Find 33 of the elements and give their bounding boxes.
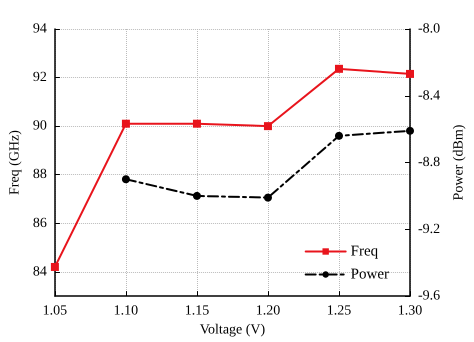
point <box>122 175 130 184</box>
y2-tick-label: -8.0 <box>418 22 440 36</box>
point <box>334 132 343 140</box>
point <box>122 120 130 128</box>
legend-label: Power <box>350 266 390 282</box>
y-tick-label: 88 <box>32 167 47 182</box>
y2-axis-title: Power (dBm) <box>452 124 466 200</box>
point <box>406 126 414 135</box>
point <box>50 262 59 271</box>
point <box>192 120 201 128</box>
x-tick-label: 1.20 <box>256 304 280 319</box>
y2-tick-label: -9.6 <box>418 288 440 304</box>
point <box>334 64 343 73</box>
x-tick-label: 1.10 <box>114 304 138 319</box>
x-tick-label: 1.05 <box>42 304 68 319</box>
y2-tick-label: -8.4 <box>418 88 440 104</box>
y-tick-label: 94 <box>32 22 47 36</box>
x-tick-label: 1.30 <box>398 304 422 319</box>
x-tick-label: 1.15 <box>184 304 210 319</box>
point <box>264 194 272 202</box>
y-tick-label: 86 <box>32 216 47 231</box>
point <box>264 122 272 130</box>
y2-tick-label: -8.8 <box>418 155 440 170</box>
y-tick-label: 92 <box>32 70 47 86</box>
y-axis-title: Freq (GHz) <box>8 130 22 196</box>
point <box>406 70 414 78</box>
legend-label: Freq <box>350 244 379 260</box>
y-tick-label: 84 <box>32 264 47 280</box>
x-axis-title: Voltage (V) <box>200 322 266 338</box>
y-tick-label: 90 <box>32 118 47 134</box>
point <box>192 192 201 200</box>
y2-tick-label: -9.2 <box>418 222 440 237</box>
x-tick-label: 1.25 <box>326 304 352 319</box>
